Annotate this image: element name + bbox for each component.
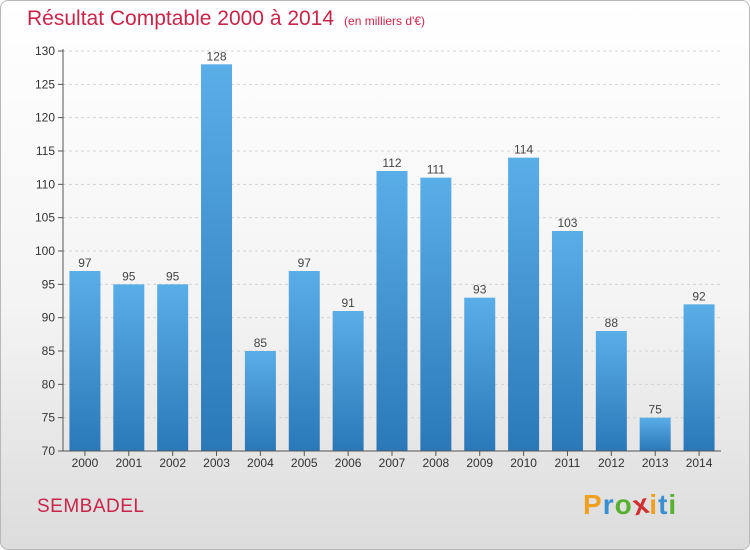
data-label-2004: 85 — [254, 336, 268, 350]
x-tick-label-2005: 2005 — [291, 456, 318, 470]
x-tick-label-2009: 2009 — [466, 456, 493, 470]
axes — [62, 49, 721, 452]
proxiti-logo: Proxiti — [583, 488, 678, 522]
logo-letter: r — [602, 489, 615, 520]
y-tick-label: 85 — [42, 344, 56, 358]
bar-2011 — [551, 231, 583, 451]
data-label-2000: 97 — [78, 256, 92, 270]
y-tick-label: 100 — [35, 244, 55, 258]
bar-2014 — [683, 304, 715, 451]
bar-2009 — [464, 297, 496, 451]
bar-2008 — [420, 177, 452, 451]
x-tick-label-2010: 2010 — [510, 456, 537, 470]
data-label-2012: 88 — [605, 316, 619, 330]
y-tick-label: 105 — [35, 211, 55, 225]
x-tick-label-2011: 2011 — [555, 456, 581, 470]
x-tick-label-2014: 2014 — [686, 456, 713, 470]
data-label-2013: 75 — [649, 403, 663, 417]
y-tick-label: 95 — [42, 277, 56, 291]
x-tick-label-2012: 2012 — [598, 456, 625, 470]
y-tick-label: 80 — [42, 377, 56, 391]
bar-2001 — [113, 284, 145, 451]
data-label-2011: 103 — [557, 216, 577, 230]
y-tick-label: 115 — [36, 144, 55, 158]
chart-title-text: Résultat Comptable 2000 à 2014 — [27, 7, 335, 30]
data-label-2008: 111 — [427, 163, 446, 177]
data-label-2010: 114 — [514, 143, 533, 157]
x-tick-label-2001: 2001 — [115, 456, 142, 470]
y-tick-label: 70 — [42, 444, 56, 458]
y-tick-label: 130 — [35, 44, 55, 58]
bars — [69, 64, 715, 452]
bar-2003 — [201, 64, 233, 452]
data-label-2009: 93 — [473, 283, 487, 297]
data-label-2002: 95 — [166, 269, 180, 283]
chart-unit: (en milliers d'€) — [344, 14, 426, 28]
data-label-2003: 128 — [207, 49, 227, 63]
x-tick-label-2008: 2008 — [423, 456, 450, 470]
y-tick-label: 90 — [42, 311, 56, 325]
x-tick-label-2013: 2013 — [642, 456, 669, 470]
x-tick-label-2003: 2003 — [203, 456, 230, 470]
y-tick-label: 125 — [35, 77, 55, 91]
data-labels: 97 95 95 128 85 97 91 112 111 93 114 103 88 75 92 — [78, 49, 706, 416]
logo-letter: t — [658, 489, 669, 520]
y-axis-ticks: 70 75 80 85 90 95 100 105 110 115 120 125 130 — [35, 44, 63, 458]
y-tick-label: 75 — [42, 411, 56, 425]
commune-name: SEMBADEL — [37, 496, 145, 517]
bar-2007 — [376, 171, 408, 451]
data-label-2014: 92 — [692, 289, 706, 303]
bar-2002 — [157, 284, 189, 451]
data-label-2001: 95 — [122, 269, 136, 283]
x-tick-label-2006: 2006 — [335, 456, 362, 470]
x-tick-label-2000: 2000 — [72, 456, 99, 470]
data-label-2006: 91 — [341, 296, 355, 310]
chart-title: Résultat Comptable 2000 à 2014 (en millie… — [27, 7, 425, 31]
x-tick-label-2004: 2004 — [247, 456, 274, 470]
bar-2013 — [639, 417, 671, 451]
bar-2004 — [244, 351, 276, 451]
x-tick-label-2002: 2002 — [159, 456, 186, 470]
bar-2005 — [288, 271, 320, 451]
y-tick-label: 120 — [35, 111, 55, 125]
x-tick-label-2007: 2007 — [379, 456, 406, 470]
logo-letter: P — [583, 489, 603, 520]
bar-2010 — [508, 157, 540, 451]
x-axis-ticks: 2000 2001 2002 2003 2004 2005 2006 2007 2008 2009… — [72, 451, 713, 470]
y-tick-label: 110 — [36, 177, 55, 191]
bar-2000 — [69, 271, 101, 451]
data-label-2007: 112 — [382, 156, 401, 170]
bar-2012 — [595, 331, 627, 451]
data-label-2005: 97 — [298, 256, 312, 270]
logo-letter: i — [668, 489, 678, 520]
logo-letter: i — [649, 489, 659, 520]
logo-letter: o — [614, 489, 633, 520]
bar-2006 — [332, 311, 364, 451]
